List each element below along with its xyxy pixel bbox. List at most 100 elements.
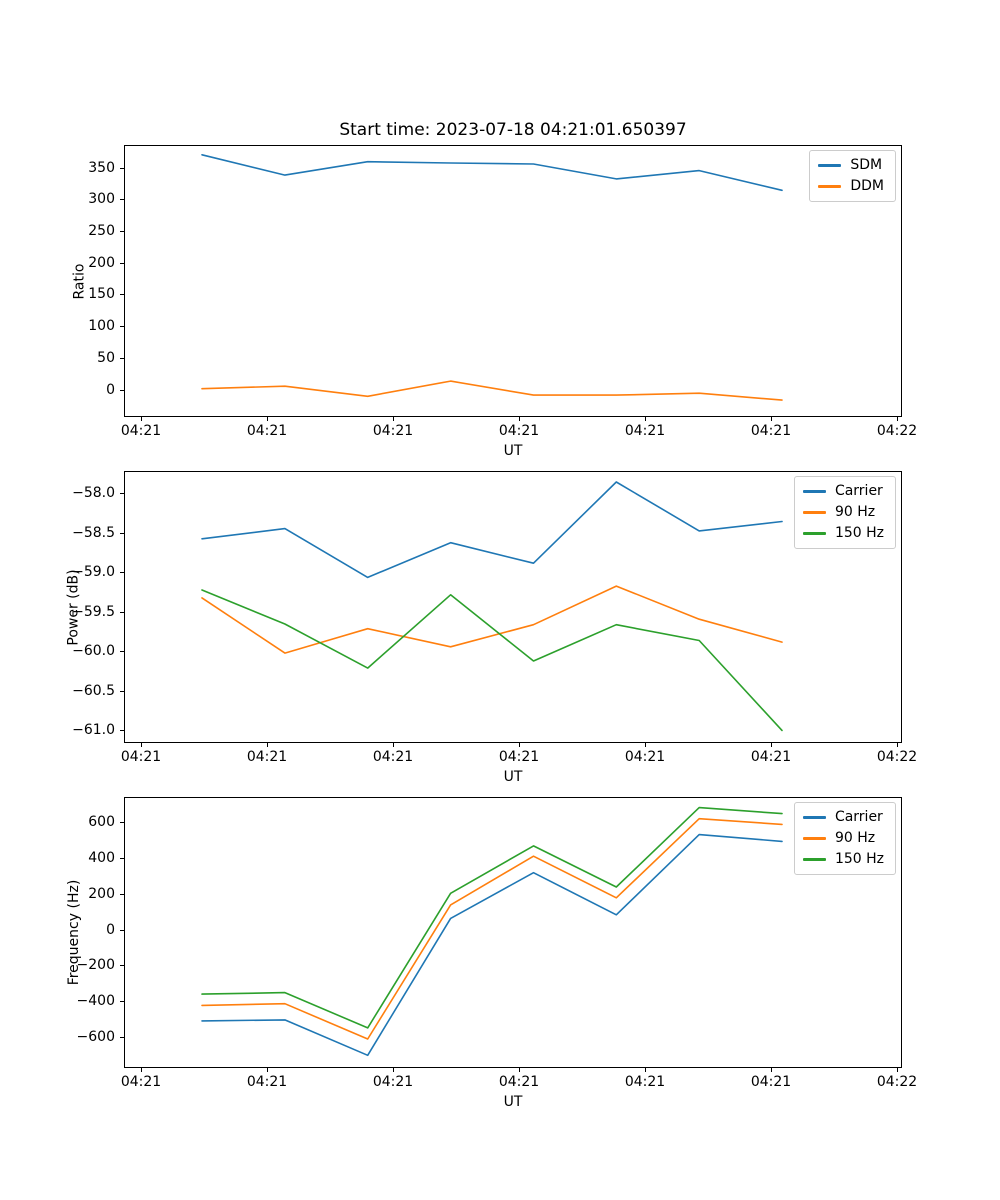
x-tick-mark: [392, 743, 394, 747]
x-axis-label: UT: [503, 443, 523, 459]
y-axis-label: Ratio: [71, 263, 88, 299]
legend: Carrier 90 Hz 150 Hz: [793, 476, 896, 549]
legend-label: Carrier: [834, 809, 883, 825]
series-line-ddm: [201, 380, 783, 401]
y-tick-label: 200: [88, 885, 115, 902]
y-tick-mark: [120, 294, 124, 296]
y-tick-label: 200: [88, 254, 115, 271]
y-tick-mark: [120, 822, 124, 824]
series-line-carrier: [201, 481, 783, 579]
y-tick-label: −59.0: [72, 564, 115, 581]
legend-line-swatch: [802, 532, 826, 535]
legend: Carrier 90 Hz 150 Hz: [793, 802, 896, 875]
x-tick-mark: [518, 417, 520, 421]
y-tick-label: 300: [88, 191, 115, 208]
series-line-sdm: [201, 154, 783, 192]
x-tick-mark: [896, 1068, 898, 1072]
y-tick-mark: [120, 389, 124, 391]
axes-box: [124, 471, 902, 743]
x-tick-label: 04:22: [876, 1074, 918, 1090]
x-tick-label: 04:21: [750, 1074, 792, 1090]
x-tick-label: 04:21: [120, 423, 162, 439]
legend-label: 150 Hz: [834, 525, 884, 541]
legend-line-swatch: [818, 185, 842, 188]
y-tick-label: 350: [88, 159, 115, 176]
x-tick-mark: [140, 1068, 142, 1072]
legend-item-ddm: DDM: [818, 178, 886, 195]
figure-title: Start time: 2023-07-18 04:21:01.650397: [339, 120, 687, 140]
y-tick-label: −400: [76, 993, 115, 1010]
x-tick-label: 04:21: [498, 423, 540, 439]
y-tick-mark: [120, 167, 124, 169]
x-tick-label: 04:21: [246, 1074, 288, 1090]
y-tick-label: 600: [88, 814, 115, 831]
legend-label: 150 Hz: [834, 851, 884, 867]
y-tick-mark: [120, 965, 124, 967]
x-tick-label: 04:21: [372, 423, 414, 439]
y-tick-label: 250: [88, 223, 115, 239]
x-tick-label: 04:22: [876, 423, 918, 439]
y-tick-mark: [120, 532, 124, 534]
series-line-150-hz: [201, 589, 783, 732]
legend-item-sdm: SDM: [818, 157, 886, 174]
y-tick-label: 400: [88, 849, 115, 866]
y-tick-label: −60.5: [72, 682, 115, 699]
y-tick-mark: [120, 651, 124, 652]
x-tick-label: 04:21: [624, 749, 666, 765]
y-tick-mark: [120, 326, 124, 328]
y-tick-label: −61.0: [72, 721, 115, 738]
x-tick-mark: [770, 1068, 772, 1072]
y-tick-label: −60.0: [72, 643, 115, 659]
x-tick-label: 04:21: [372, 749, 414, 765]
x-axis-label: UT: [503, 1094, 523, 1110]
x-tick-mark: [392, 1068, 394, 1072]
legend-label: DDM: [850, 178, 884, 194]
x-tick-label: 04:21: [750, 423, 792, 439]
x-tick-label: 04:22: [876, 749, 918, 765]
legend-item-150-hz: 150 Hz: [802, 525, 886, 542]
x-tick-label: 04:21: [372, 1074, 414, 1090]
line-chart-power: [201, 481, 783, 732]
x-tick-label: 04:21: [120, 749, 162, 765]
y-tick-mark: [120, 357, 124, 359]
y-tick-label: 100: [88, 318, 115, 335]
x-tick-mark: [392, 417, 394, 421]
x-tick-label: 04:21: [624, 423, 666, 439]
series-line-carrier: [201, 833, 783, 1057]
legend-line-swatch: [818, 164, 842, 167]
x-tick-label: 04:21: [246, 423, 288, 439]
y-tick-mark: [120, 611, 124, 613]
y-tick-mark: [120, 199, 124, 201]
x-tick-mark: [644, 417, 646, 421]
x-tick-label: 04:21: [120, 1074, 162, 1090]
legend-item-carrier: Carrier: [802, 809, 886, 826]
series-line-150-hz: [201, 806, 783, 1029]
x-tick-mark: [770, 417, 772, 421]
series-line-90-hz: [201, 817, 783, 1040]
series-line-90-hz: [201, 585, 783, 654]
y-tick-label: −59.5: [72, 603, 115, 620]
x-tick-mark: [644, 743, 646, 747]
y-tick-mark: [120, 1036, 124, 1038]
y-tick-label: −600: [76, 1028, 115, 1045]
y-tick-mark: [120, 893, 124, 895]
x-tick-mark: [644, 1068, 646, 1072]
y-tick-label: 150: [88, 286, 115, 303]
axes-box: [124, 145, 902, 417]
legend-line-swatch: [802, 490, 826, 493]
legend-item-carrier: Carrier: [802, 483, 886, 500]
y-tick-label: −58.0: [72, 485, 115, 502]
x-tick-mark: [896, 417, 898, 421]
x-tick-mark: [518, 743, 520, 747]
y-tick-mark: [120, 231, 124, 232]
x-tick-mark: [518, 1068, 520, 1072]
y-tick-label: −200: [76, 957, 115, 974]
y-axis-label: Power (dB): [65, 568, 82, 646]
y-tick-mark: [120, 929, 124, 931]
x-tick-mark: [140, 743, 142, 747]
legend-label: 90 Hz: [834, 504, 876, 520]
y-tick-mark: [120, 262, 124, 264]
legend-label: 90 Hz: [834, 830, 876, 846]
x-tick-label: 04:21: [750, 749, 792, 765]
